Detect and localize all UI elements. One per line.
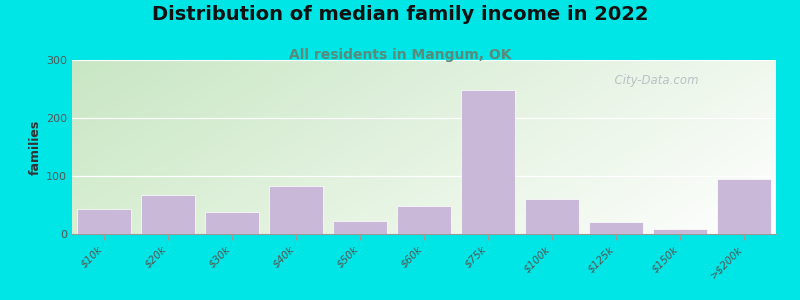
- Bar: [717, 179, 771, 234]
- Bar: [653, 230, 707, 234]
- Bar: [333, 221, 387, 234]
- Bar: [77, 209, 131, 234]
- Bar: [525, 199, 579, 234]
- Text: City-Data.com: City-Data.com: [607, 74, 698, 87]
- Bar: [269, 186, 323, 234]
- Bar: [461, 90, 515, 234]
- Bar: [589, 222, 643, 234]
- Bar: [205, 212, 259, 234]
- Text: Distribution of median family income in 2022: Distribution of median family income in …: [152, 4, 648, 23]
- Bar: [141, 195, 195, 234]
- Y-axis label: families: families: [29, 119, 42, 175]
- Text: All residents in Mangum, OK: All residents in Mangum, OK: [289, 48, 511, 62]
- Bar: [397, 206, 451, 234]
